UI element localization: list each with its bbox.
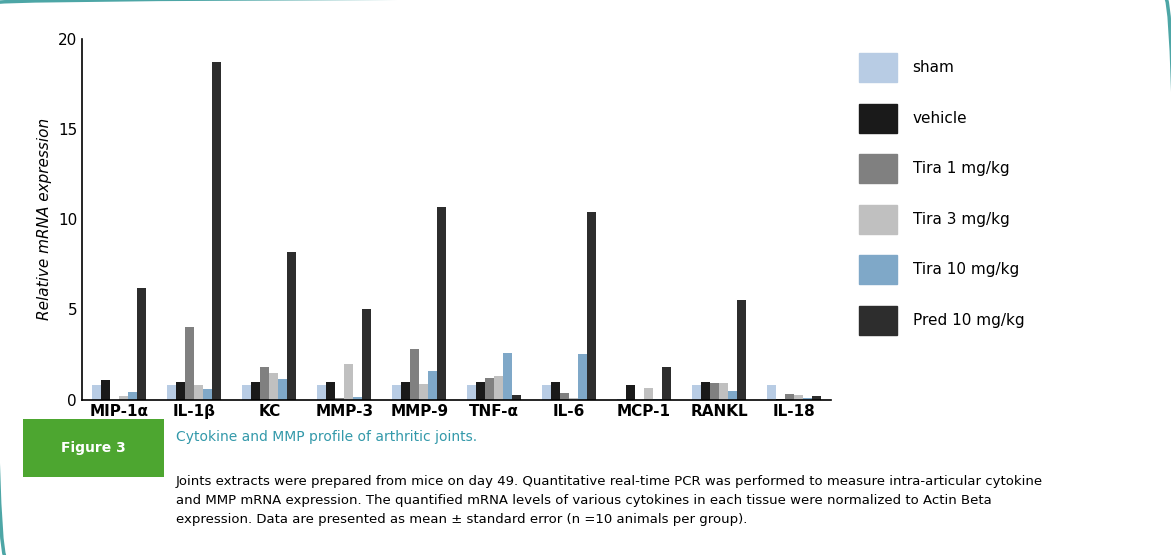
Bar [776, 398, 785, 400]
Bar [204, 388, 212, 400]
Text: Tira 10 mg/kg: Tira 10 mg/kg [912, 262, 1019, 278]
Bar [858, 306, 897, 335]
Bar [429, 371, 437, 400]
Bar [194, 385, 204, 400]
Bar [102, 380, 110, 400]
Bar [477, 382, 485, 400]
Bar [692, 385, 701, 400]
Bar [392, 385, 402, 400]
Bar [812, 396, 821, 400]
Bar [767, 385, 776, 400]
Text: Pred 10 mg/kg: Pred 10 mg/kg [912, 312, 1025, 328]
Bar [552, 382, 560, 400]
Bar [437, 206, 446, 400]
Bar [494, 376, 504, 400]
Bar [260, 367, 269, 400]
Bar [858, 104, 897, 133]
Bar [410, 349, 419, 400]
Bar [737, 300, 746, 400]
Bar [858, 205, 897, 234]
Bar [644, 388, 653, 400]
Bar [560, 393, 569, 400]
FancyBboxPatch shape [23, 420, 164, 477]
Bar [858, 154, 897, 183]
Bar [327, 382, 335, 400]
Bar [542, 385, 552, 400]
Bar [252, 382, 260, 400]
Bar [701, 382, 710, 400]
Bar [362, 310, 371, 400]
Bar [344, 365, 354, 400]
Bar [167, 385, 177, 400]
Bar [177, 382, 185, 400]
Bar [242, 385, 252, 400]
Bar [728, 391, 737, 400]
Bar [710, 384, 719, 400]
Bar [287, 252, 296, 400]
Bar [858, 53, 897, 82]
Bar [129, 392, 137, 400]
Text: Tira 1 mg/kg: Tira 1 mg/kg [912, 161, 1009, 176]
Bar [467, 385, 477, 400]
Bar [119, 396, 129, 400]
Text: Joints extracts were prepared from mice on day 49. Quantitative real-time PCR wa: Joints extracts were prepared from mice … [176, 475, 1042, 526]
Bar [279, 379, 287, 400]
Bar [419, 384, 429, 400]
Bar [504, 353, 512, 400]
Bar [587, 212, 596, 400]
Text: vehicle: vehicle [912, 110, 967, 126]
Bar [137, 287, 146, 400]
Bar [653, 398, 662, 400]
Bar [93, 385, 102, 400]
Text: sham: sham [912, 60, 954, 75]
Bar [269, 372, 279, 400]
Bar [512, 395, 521, 400]
Bar [402, 382, 410, 400]
Y-axis label: Relative mRNA expression: Relative mRNA expression [37, 118, 53, 320]
Bar [794, 395, 803, 400]
Bar [212, 62, 221, 400]
Bar [785, 394, 794, 400]
Text: Figure 3: Figure 3 [61, 441, 126, 455]
Bar [317, 385, 327, 400]
Bar [185, 327, 194, 400]
Bar [858, 255, 897, 284]
Bar [803, 398, 812, 400]
Bar [617, 398, 626, 400]
Bar [578, 354, 587, 400]
Bar [354, 397, 362, 400]
Text: Tira 3 mg/kg: Tira 3 mg/kg [912, 211, 1009, 227]
Bar [719, 384, 728, 400]
Bar [569, 398, 578, 400]
Bar [626, 385, 635, 400]
Bar [485, 378, 494, 400]
Text: Cytokine and MMP profile of arthritic joints.: Cytokine and MMP profile of arthritic jo… [176, 430, 477, 443]
Bar [662, 367, 671, 400]
Bar [335, 398, 344, 400]
